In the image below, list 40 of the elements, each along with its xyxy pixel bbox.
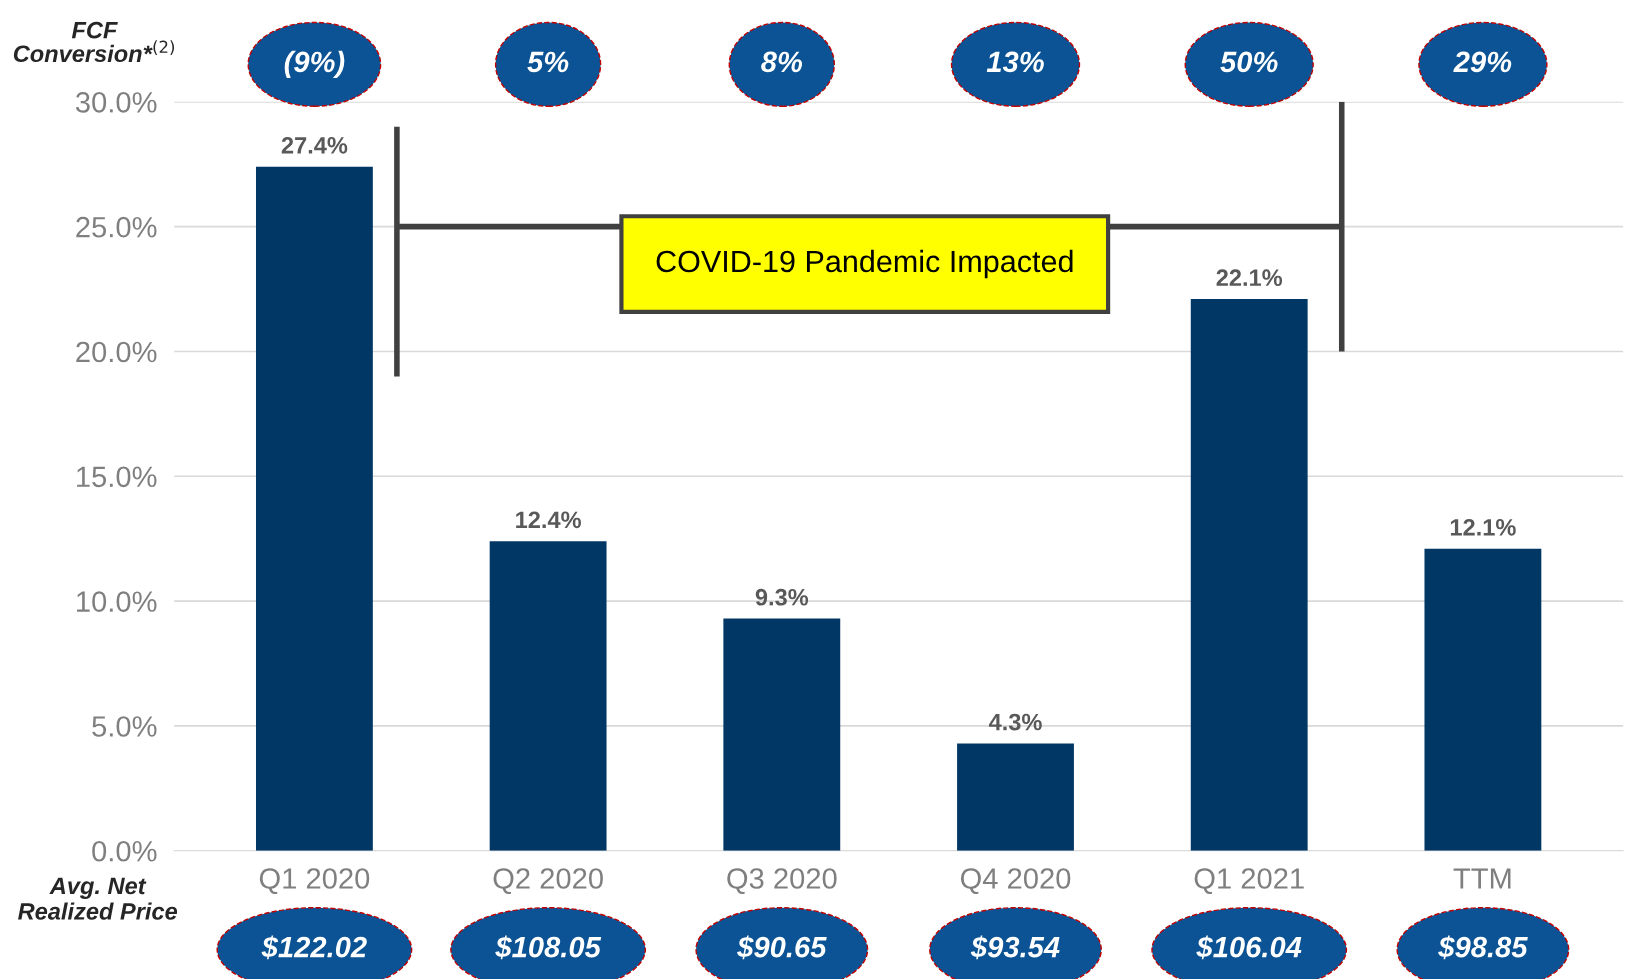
bar bbox=[1424, 548, 1542, 851]
y-tick-label: 25.0% bbox=[76, 216, 157, 238]
text: $106.04 bbox=[1196, 935, 1302, 960]
y-tick-label: 5.0% bbox=[92, 716, 157, 737]
text: $90.65 bbox=[737, 935, 827, 960]
x-tick-label: Q1 2021 bbox=[1194, 868, 1304, 895]
data-label: 22.1% bbox=[1216, 269, 1283, 286]
bar bbox=[723, 618, 841, 851]
x-tick-label: Q1 2020 bbox=[259, 868, 370, 895]
bar bbox=[489, 541, 607, 851]
y-tick-label: 30.0% bbox=[75, 92, 157, 113]
data-label: 12.4% bbox=[516, 511, 581, 529]
x-tick-label: Q3 2020 bbox=[727, 868, 837, 895]
text: Avg. Net Realized Price bbox=[18, 877, 178, 920]
text: FCF Conversion*$^{(2)}$ bbox=[13, 21, 175, 63]
x-tick-label: TTM bbox=[1453, 868, 1511, 889]
y-tick-label: 10.0% bbox=[77, 591, 157, 612]
text: (9%) bbox=[284, 50, 345, 78]
data-label: 4.3% bbox=[988, 713, 1042, 731]
x-tick-label: Q2 2020 bbox=[493, 868, 603, 895]
text: 13% bbox=[986, 51, 1044, 73]
bar bbox=[255, 166, 373, 851]
x-tick-label: Q4 2020 bbox=[960, 868, 1071, 895]
data-label: 9.3% bbox=[755, 588, 809, 606]
text: $93.54 bbox=[970, 935, 1060, 960]
text: 5% bbox=[527, 51, 569, 73]
data-label: 27.4% bbox=[281, 137, 348, 154]
bar bbox=[1190, 299, 1308, 851]
text: $98.85 bbox=[1438, 935, 1528, 960]
text: $122.02 bbox=[261, 935, 367, 960]
bar bbox=[957, 743, 1074, 851]
text: 50% bbox=[1220, 51, 1278, 73]
data-label: 12.1% bbox=[1450, 518, 1516, 536]
text: $108.05 bbox=[495, 935, 602, 960]
y-tick-label: 0.0% bbox=[92, 840, 157, 862]
annotation: COVID-19 Pandemic Impacted bbox=[656, 249, 1073, 279]
text: 8% bbox=[761, 51, 803, 73]
text: 29% bbox=[1453, 51, 1512, 73]
y-tick-label: 15.0% bbox=[77, 466, 157, 488]
y-tick-label: 20.0% bbox=[76, 341, 157, 363]
